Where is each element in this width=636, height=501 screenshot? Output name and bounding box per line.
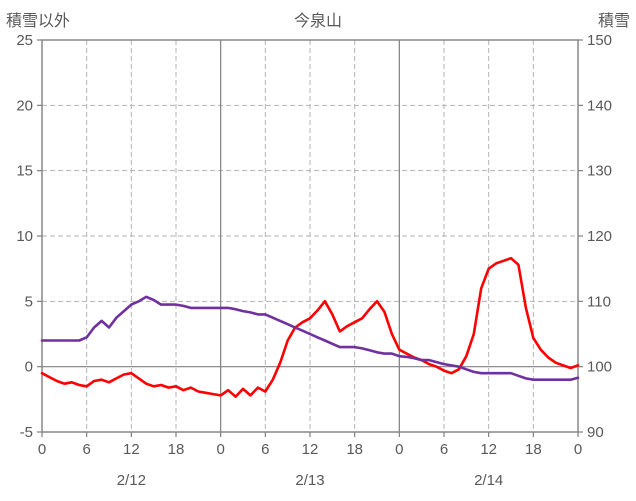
date-labels: 2/12 2/13 2/14: [117, 472, 504, 489]
x-axis-labels: 0 6 12 18 0 6 12 18 0 6 12 18 0: [38, 441, 582, 458]
hour-tick-label: 12: [480, 441, 497, 458]
hour-tick-label: 12: [123, 441, 140, 458]
left-tick-label: 15: [16, 163, 33, 180]
tick-marks: [37, 39, 583, 437]
series-line-snow-depth: [40, 295, 580, 382]
date-label: 2/13: [295, 472, 324, 489]
left-tick-label: 5: [25, 293, 33, 310]
hour-tick-label: 0: [38, 441, 46, 458]
date-label: 2/14: [474, 472, 503, 489]
right-tick-label: 120: [587, 228, 612, 245]
right-tick-label: 90: [587, 424, 604, 441]
right-tick-label: 140: [587, 97, 612, 114]
hour-tick-label: 18: [168, 441, 185, 458]
left-tick-label: 10: [16, 228, 33, 245]
left-tick-label: 0: [25, 359, 33, 376]
right-axis-title: 積雪: [597, 13, 630, 30]
date-label: 2/12: [117, 472, 146, 489]
hour-tick-label: 12: [302, 441, 319, 458]
hour-tick-label: 0: [574, 441, 582, 458]
left-axis-labels: 25 20 15 10 5 0 -5: [16, 32, 33, 441]
left-tick-label: 20: [16, 97, 33, 114]
series-line-other-than-snow: [40, 256, 580, 399]
right-tick-label: 130: [587, 163, 612, 180]
left-tick-label: 25: [16, 32, 33, 49]
left-axis-title: 積雪以外: [6, 13, 71, 30]
hour-tick-label: 6: [261, 441, 269, 458]
hour-tick-label: 0: [395, 441, 403, 458]
right-tick-label: 150: [587, 32, 612, 49]
hour-tick-label: 18: [346, 441, 363, 458]
left-tick-label: -5: [20, 424, 33, 441]
chart-title: 今泉山: [293, 13, 342, 30]
right-axis-labels: 150 140 130 120 110 100 90: [587, 32, 612, 441]
hour-tick-label: 0: [216, 441, 224, 458]
hour-tick-label: 6: [440, 441, 448, 458]
hour-tick-label: 6: [82, 441, 90, 458]
hour-tick-label: 18: [525, 441, 542, 458]
right-tick-label: 110: [587, 293, 611, 310]
right-tick-label: 100: [587, 359, 612, 376]
